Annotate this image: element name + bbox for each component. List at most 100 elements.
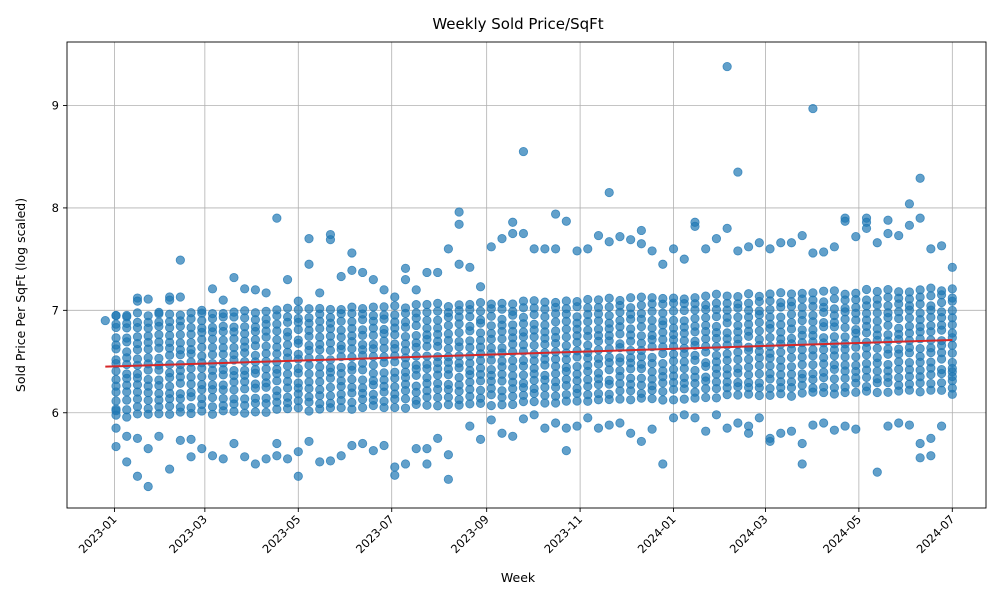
scatter-point [583, 244, 593, 254]
scatter-point [229, 385, 239, 395]
scatter-point [690, 313, 700, 324]
scatter-point [572, 396, 582, 406]
scatter-point [272, 305, 282, 315]
scatter-point [422, 307, 432, 317]
scatter-point [293, 378, 303, 388]
scatter-point [486, 364, 496, 375]
scatter-point [797, 288, 807, 299]
scatter-point [561, 446, 571, 456]
scatter-point [894, 380, 904, 390]
scatter-point [336, 325, 346, 335]
scatter-point [454, 300, 464, 310]
scatter-point [840, 289, 850, 299]
scatter-point [282, 392, 293, 402]
scatter-point [786, 426, 797, 436]
scatter-point [615, 353, 625, 363]
scatter-point [626, 324, 636, 334]
scatter-point [347, 382, 357, 392]
scatter-point [197, 379, 207, 390]
scatter-point [776, 428, 786, 438]
scatter-point [111, 423, 121, 433]
scatter-point [926, 357, 936, 367]
scatter-point [743, 421, 754, 431]
scatter-point [872, 286, 882, 297]
scatter-point [561, 362, 571, 372]
scatter-point [165, 409, 175, 419]
scatter-point [829, 383, 839, 393]
scatter-point [808, 369, 818, 379]
scatter-point [936, 307, 947, 317]
scatter-point [240, 322, 250, 332]
scatter-point [165, 309, 175, 319]
scatter-point [819, 317, 829, 328]
scatter-point [615, 315, 625, 326]
scatter-point [186, 434, 196, 444]
scatter-point [808, 325, 818, 335]
scatter-point [508, 399, 518, 410]
scatter-point [861, 382, 872, 392]
scatter-point [797, 325, 807, 335]
scatter-point [604, 311, 614, 321]
scatter-point [936, 421, 947, 431]
grid-lines [67, 42, 986, 508]
y-axis: 6 7 8 9 [52, 98, 67, 420]
scatter-point [947, 328, 957, 338]
scatter-point [819, 297, 829, 307]
scatter-point [561, 340, 571, 351]
scatter-point [186, 337, 196, 348]
scatter-point [454, 259, 464, 269]
scatter-point [400, 263, 411, 273]
scatter-point [765, 289, 775, 299]
scatter-point [143, 374, 153, 385]
scatter-point [915, 285, 925, 295]
scatter-point [508, 391, 518, 401]
scatter-point [272, 335, 282, 345]
scatter-point [325, 382, 336, 392]
scatter-point [797, 459, 807, 469]
scatter-point [872, 352, 882, 363]
scatter-point [315, 332, 325, 342]
scatter-point [572, 369, 582, 379]
scatter-points [100, 61, 957, 492]
scatter-point [518, 146, 529, 157]
scatter-point [872, 343, 882, 354]
scatter-point [422, 299, 432, 310]
scatter-point [604, 293, 614, 303]
scatter-point [733, 363, 743, 373]
scatter-point [840, 216, 850, 226]
scatter-point [561, 332, 571, 342]
scatter-point [486, 415, 496, 425]
scatter-point [400, 403, 411, 413]
trend-line [105, 339, 953, 368]
scatter-point [518, 370, 529, 380]
scatter-point [819, 286, 829, 296]
scatter-point [915, 173, 925, 183]
scatter-point [282, 369, 293, 379]
scatter-point [390, 462, 400, 472]
scatter-point [540, 370, 550, 380]
scatter-point [218, 295, 228, 305]
scatter-point [647, 306, 657, 317]
scatter-point [465, 262, 475, 272]
scatter-point [175, 292, 185, 302]
x-tick-label: 2024-03 [727, 512, 771, 556]
scatter-point [433, 401, 443, 411]
scatter-point [668, 413, 679, 423]
scatter-point [282, 327, 293, 337]
scatter-point [540, 244, 550, 254]
x-tick-label: 2023-03 [166, 512, 210, 556]
scatter-point [379, 368, 389, 378]
scatter-point [433, 433, 443, 443]
scatter-point [122, 395, 132, 405]
scatter-point [347, 248, 357, 258]
scatter-point [111, 441, 121, 452]
scatter-point [776, 298, 786, 308]
scatter-point [315, 398, 325, 409]
scatter-point [626, 235, 636, 245]
scatter-point [304, 304, 314, 314]
scatter-point [186, 308, 196, 318]
scatter-point [497, 386, 507, 396]
scatter-point [915, 365, 925, 375]
scatter-point [561, 423, 571, 433]
chart-title: Weekly Sold Price/SqFt [432, 15, 603, 33]
